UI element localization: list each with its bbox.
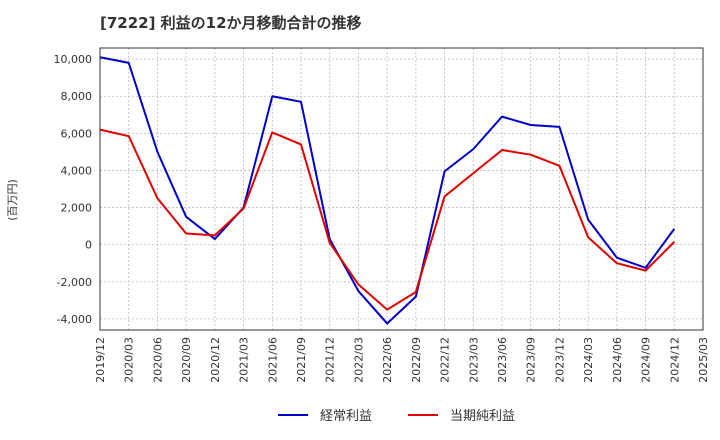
y-tick-label: -4,000 xyxy=(57,313,92,326)
x-tick-label: 2020/09 xyxy=(180,337,193,383)
x-tick-label: 2024/12 xyxy=(668,337,681,383)
x-tick-label: 2024/06 xyxy=(611,337,624,383)
x-tick-label: 2023/09 xyxy=(525,337,538,383)
x-tick-label: 2021/06 xyxy=(266,337,279,383)
y-tick-label: 8,000 xyxy=(61,90,93,103)
x-tick-label: 2022/06 xyxy=(381,337,394,383)
x-tick-label: 2020/12 xyxy=(209,337,222,383)
series-line-1 xyxy=(99,56,676,325)
x-tick-label: 2023/06 xyxy=(496,337,509,383)
x-tick-label: 2019/12 xyxy=(94,337,107,383)
y-tick-label: 4,000 xyxy=(61,164,93,177)
x-tick-label: 2022/03 xyxy=(352,337,365,383)
x-tick-label: 2022/09 xyxy=(410,337,423,383)
x-tick-label: 2021/12 xyxy=(324,337,337,383)
x-tick-label: 2021/09 xyxy=(295,337,308,383)
x-tick-label: 2021/03 xyxy=(238,337,251,383)
x-axis-tick-labels: 2019/12 2020/03 2020/06 2020/09 2020/12 2021/… xyxy=(94,337,710,383)
plot-frame xyxy=(99,47,704,331)
y-tick-label: -2,000 xyxy=(57,276,92,289)
x-tick-label: 2024/03 xyxy=(582,337,595,383)
x-tick-label: 2023/03 xyxy=(467,337,480,383)
y-tick-label: 6,000 xyxy=(61,127,93,140)
chart-title: [7222] 利益の12か月移動合計の推移 xyxy=(100,14,362,32)
x-tick-label: 2020/06 xyxy=(151,337,164,383)
y-axis-label: (百万円) xyxy=(6,179,19,221)
legend: 経常利益 当期純利益 xyxy=(278,409,515,424)
y-axis-tick-labels: -4,000 -2,000 0 2,000 4,000 6,000 8,000 10,000 xyxy=(54,53,93,326)
series-line-2 xyxy=(99,128,675,311)
y-tick-label: 2,000 xyxy=(61,202,93,215)
y-tick-label: 0 xyxy=(85,239,92,252)
x-tick-label: 2023/12 xyxy=(553,337,566,383)
x-tick-label: 2024/09 xyxy=(640,337,653,383)
y-tick-label: 10,000 xyxy=(54,53,93,66)
legend-label-1: 経常利益 xyxy=(320,409,372,424)
grid-lines xyxy=(100,48,703,330)
x-tick-label: 2020/03 xyxy=(123,337,136,383)
legend-label-2: 当期純利益 xyxy=(450,409,515,424)
x-tick-label: 2022/12 xyxy=(439,337,452,383)
series-lines xyxy=(99,56,676,325)
x-tick-label: 2025/03 xyxy=(697,337,710,383)
